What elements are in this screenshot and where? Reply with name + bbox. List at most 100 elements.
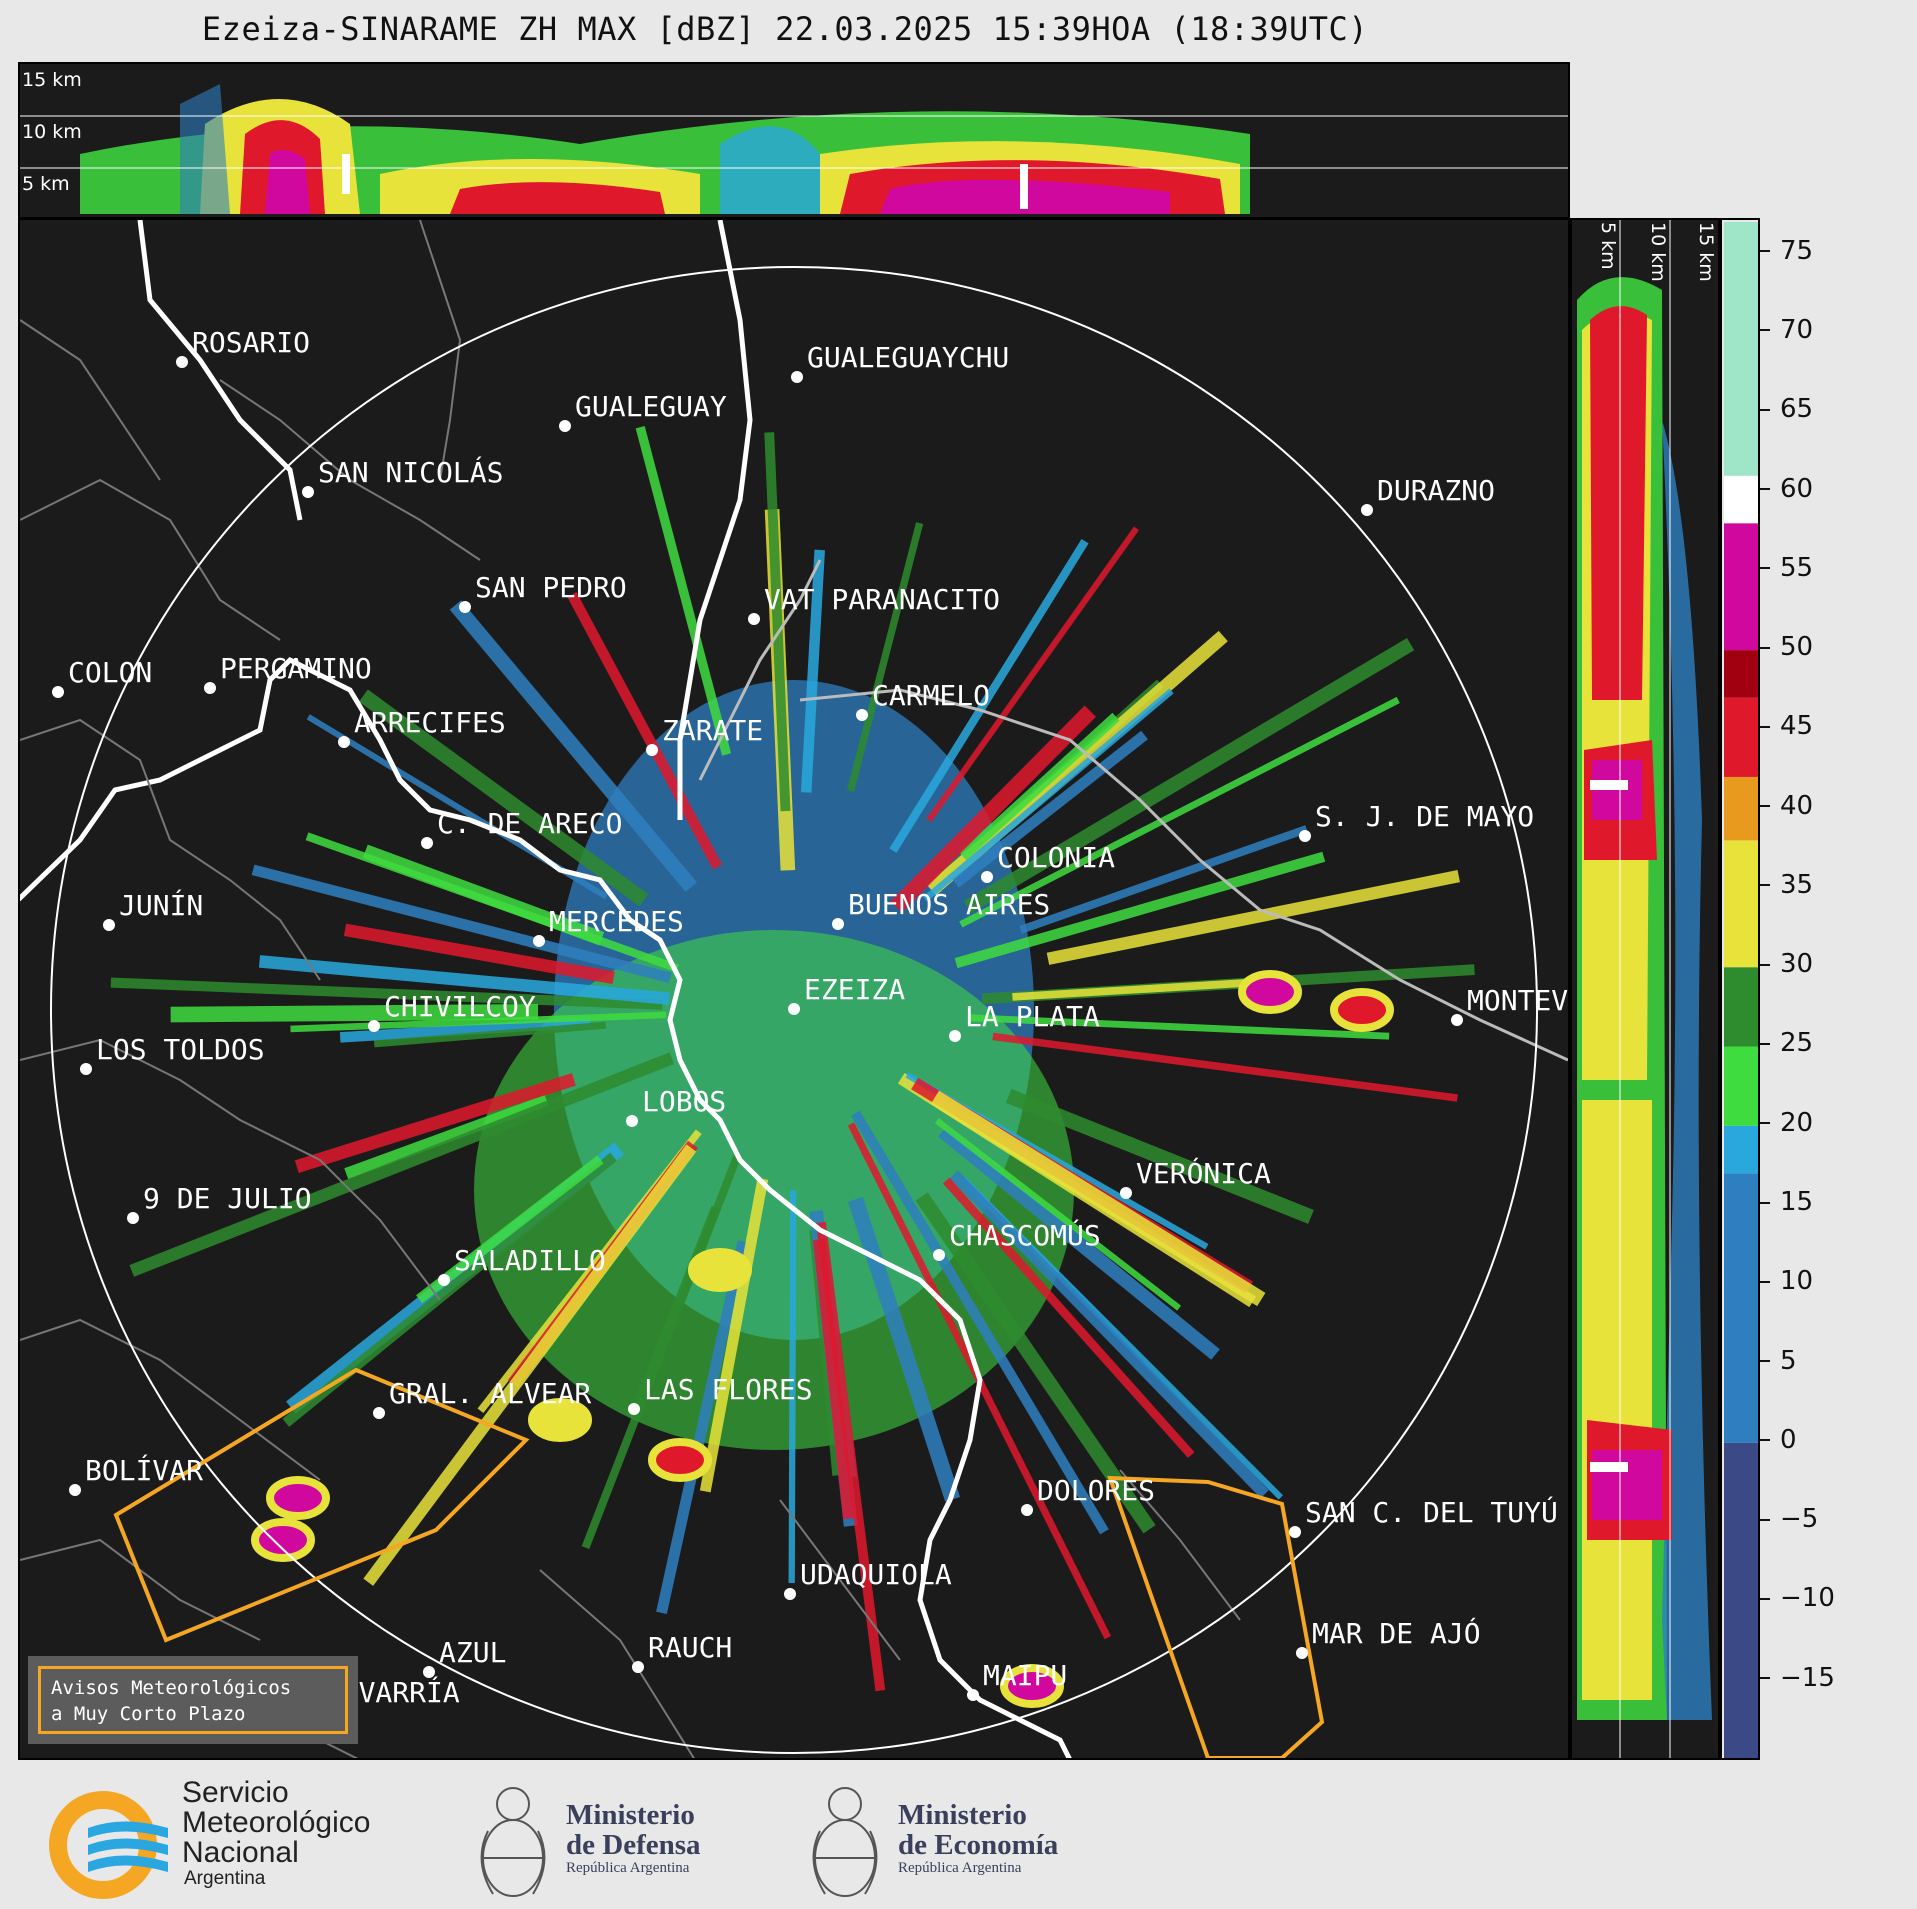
city-markers: ROSARIO GUALEGUAYCHU GUALEGUAY SAN NICOLÁS D…: [52, 326, 1568, 1718]
echo-ray: [800, 549, 825, 793]
echo-ray: [373, 1021, 607, 1048]
colorbar-band: [1724, 222, 1758, 476]
city-marker-icon: [1120, 1187, 1132, 1199]
city-label: SAN C. DEL TUYÚ: [1305, 1495, 1558, 1529]
city-label: MERCEDES: [549, 905, 684, 938]
echo-ray: [110, 977, 663, 1010]
city-marker-icon: [632, 1661, 644, 1673]
echo-ray: [889, 539, 1089, 853]
city-label: COLON: [68, 656, 152, 689]
city-marker-icon: [791, 371, 803, 383]
echo-ray: [343, 923, 615, 984]
echo-ray: [949, 1170, 1269, 1499]
city-label: RAUCH: [648, 1631, 732, 1664]
colorbar-tick-label: 70: [1760, 315, 1813, 345]
side-label-10km: 10 km: [1647, 222, 1669, 282]
city-marker-icon: [80, 1063, 92, 1075]
city-label: CHIVILCOY: [384, 990, 536, 1023]
storm-cell: [528, 1398, 592, 1442]
storm-cell: [1238, 970, 1302, 1014]
city-marker-icon: [421, 837, 433, 849]
smn-line2: Meteorológico: [182, 1806, 371, 1839]
city-label: ARRECIFES: [354, 706, 506, 739]
city-marker-icon: [1021, 1504, 1033, 1516]
city-marker-icon: [459, 601, 471, 613]
city-marker-icon: [832, 918, 844, 930]
city-label: ZARATE: [662, 714, 763, 747]
echo-ray: [258, 955, 670, 1005]
city-marker-icon: [423, 1666, 435, 1678]
echo-ray: [812, 1239, 856, 1520]
echo-ray: [656, 1240, 749, 1615]
colorbar-band: [1724, 1442, 1758, 1758]
echo-ray: [959, 696, 1400, 928]
city-label: BUENOS AIRES: [848, 888, 1050, 921]
echo-ray: [926, 630, 1228, 896]
city-label: LOBOS: [642, 1085, 726, 1118]
radar-map: ROSARIO GUALEGUAYCHU GUALEGUAY SAN NICOLÁS D…: [20, 220, 1568, 1758]
echo-ray: [923, 688, 1174, 902]
echo-ray: [851, 1110, 1109, 1535]
colorbar-tick-label: 45: [1760, 711, 1813, 741]
city-marker-icon: [856, 709, 868, 721]
echo-ray: [890, 705, 1096, 913]
page-title: Ezeiza-SINARAME ZH MAX [dBZ] 22.03.2025 …: [201, 10, 1369, 48]
city-marker-icon: [626, 1115, 638, 1127]
defensa-line3: República Argentina: [566, 1860, 690, 1876]
colorbar-band: [1724, 776, 1758, 841]
city-label: BOLÍVAR: [85, 1453, 203, 1487]
echo-ray: [963, 638, 1415, 914]
economia-line2: de Economía: [898, 1829, 1059, 1861]
colorbar-tick-label: 50: [1760, 632, 1813, 662]
side-cross-section-plot: 5 km 10 km 15 km: [1577, 220, 1717, 1758]
top-cross-section-panel: 15 km 10 km 5 km: [18, 62, 1570, 219]
colorbar-tick-label: 75: [1760, 236, 1813, 266]
city-marker-icon: [748, 613, 760, 625]
city-marker-icon: [438, 1274, 450, 1286]
city-label: PERGAMINO: [220, 652, 372, 685]
city-marker-icon: [176, 356, 188, 368]
echo-ray: [954, 851, 1326, 969]
city-marker-icon: [784, 1588, 796, 1600]
warning-legend-line1: Avisos Meteorológicos: [51, 1677, 292, 1699]
echo-ray: [846, 522, 924, 792]
echo-ray: [1019, 825, 1308, 934]
smn-logo-text: Servicio Meteorológico Nacional Argentin…: [182, 1778, 370, 1890]
echo-ray: [567, 592, 723, 870]
side-label-15km: 15 km: [1695, 222, 1717, 282]
district-boundaries-north: [20, 220, 481, 561]
echo-ray: [294, 1073, 576, 1173]
side-echo-core: [1590, 1462, 1628, 1472]
colorbar-tick-label: 10: [1760, 1266, 1813, 1296]
side-echo-core: [1590, 780, 1628, 790]
city-marker-icon: [559, 420, 571, 432]
defensa-logo-text: Ministerio de Defensa República Argentin…: [566, 1800, 701, 1877]
city-marker-icon: [533, 935, 545, 947]
colorbar-tick-label: 5: [1760, 1346, 1797, 1376]
city-marker-icon: [69, 1484, 81, 1496]
city-label: LA PLATA: [965, 1000, 1100, 1033]
warning-legend-box: Avisos Meteorológicos a Muy Corto Plazo: [28, 1656, 358, 1744]
top-label-10km: 10 km: [22, 121, 82, 143]
top-label-5km: 5 km: [22, 173, 70, 195]
city-label: GRAL. ALVEAR: [389, 1377, 591, 1410]
city-marker-icon: [302, 486, 314, 498]
city-label: UDAQUIOLA: [800, 1558, 952, 1591]
top-cross-section-plot: 15 km 10 km 5 km: [20, 69, 1568, 214]
colorbar-band: [1724, 697, 1758, 777]
city-marker-icon: [949, 1030, 961, 1042]
city-marker-icon: [1289, 1526, 1301, 1538]
echo-ray: [1046, 869, 1460, 965]
echo-ray: [992, 1032, 1458, 1102]
echo-ray: [635, 426, 732, 756]
footer-logos: Servicio Meteorológico Nacional Argentin…: [0, 1770, 1917, 1909]
colorbar-band: [1724, 1173, 1758, 1443]
river-border: [677, 220, 753, 820]
storm-cell: [1000, 1664, 1064, 1708]
colorbar-tick-label: −5: [1760, 1504, 1818, 1534]
colorbar-tick-label: 30: [1760, 949, 1813, 979]
city-marker-icon: [368, 1020, 380, 1032]
city-label: SALADILLO: [454, 1244, 606, 1277]
city-label: LAS FLORES: [644, 1373, 813, 1406]
city-label: VERÓNICA: [1136, 1156, 1271, 1190]
